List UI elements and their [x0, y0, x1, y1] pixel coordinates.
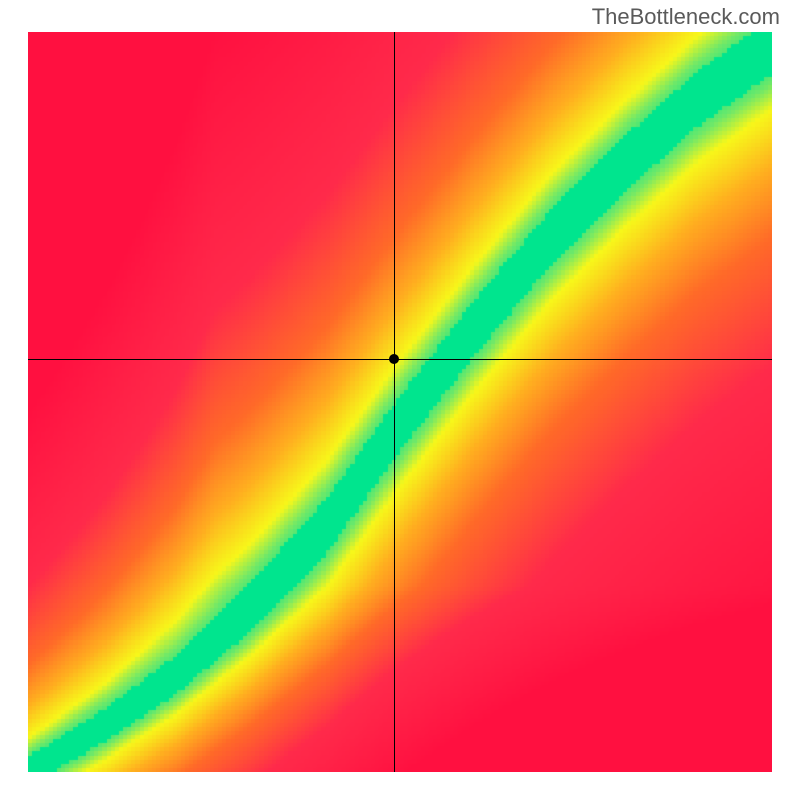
- heatmap-canvas: [28, 32, 772, 772]
- plot-area: [28, 32, 772, 772]
- crosshair-vertical: [394, 32, 395, 772]
- chart-container: TheBottleneck.com: [0, 0, 800, 800]
- crosshair-horizontal: [28, 359, 772, 360]
- watermark-text: TheBottleneck.com: [592, 4, 780, 30]
- crosshair-marker: [389, 354, 399, 364]
